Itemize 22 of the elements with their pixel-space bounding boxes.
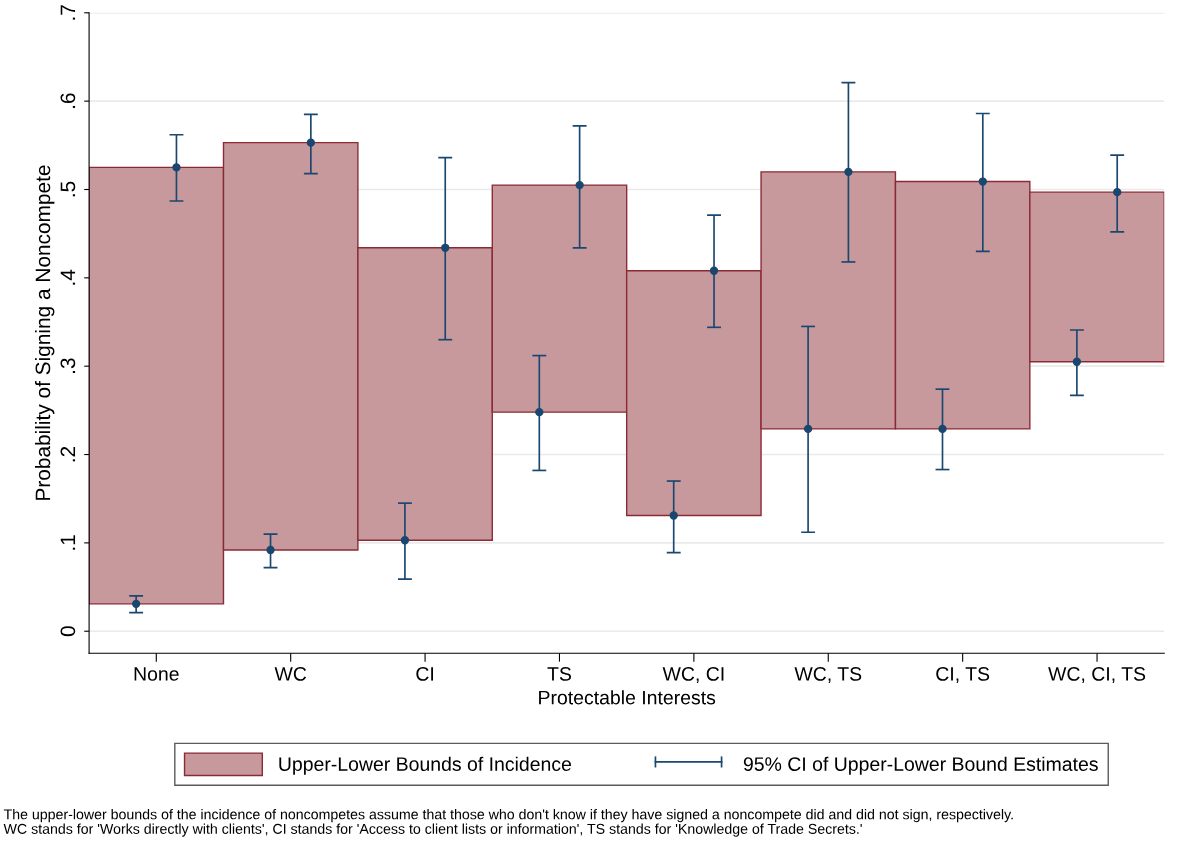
x-tick-label: CI, TS <box>936 667 990 684</box>
y-tick-label: .6 <box>60 93 76 108</box>
y-tick-label: .3 <box>60 358 76 373</box>
x-axis-title: Protectable Interests <box>539 690 716 705</box>
y-tick-label: .2 <box>60 446 76 462</box>
x-tick-label: TS <box>547 667 571 681</box>
x-tick-label: CI <box>416 667 434 681</box>
y-tick-label: .1 <box>60 535 76 550</box>
y-tick-label: .5 <box>60 181 76 197</box>
x-tick-label: WC, TS <box>794 667 862 684</box>
x-tick-label: WC, CI <box>662 667 724 684</box>
y-tick-label: .4 <box>60 269 76 285</box>
x-tick-label: None <box>134 667 179 681</box>
y-tick-label: 0 <box>60 626 76 637</box>
text: WC stands for 'Works directly with clients', CI stands for 'Access to client lists or information', TS stands for 'Knowledge of Trade Secrets.' <box>3 823 862 837</box>
text: The upper-lower bounds of the incidence of noncompetes assume that those who don't know if they have signed a noncompete did and did not sign, respectively. <box>3 808 1013 823</box>
x-tick-label: WC <box>274 667 307 681</box>
legend-label: 95% CI of Upper-Lower Bound Estimates <box>743 756 1098 775</box>
legend-label: Upper-Lower Bounds of Incidence <box>279 756 571 775</box>
y-axis-title: Probability of Signing a Noncompete <box>34 165 55 500</box>
y-tick-label: .7 <box>60 5 76 20</box>
x-tick-label: WC, CI, TS <box>1048 667 1146 684</box>
